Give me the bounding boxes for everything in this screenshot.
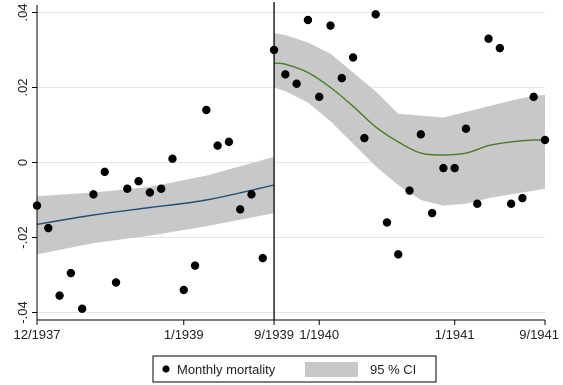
y-tick-label-0: .04 (15, 3, 30, 21)
data-point-28 (348, 53, 358, 62)
legend-point-symbol (162, 365, 170, 373)
data-point-34 (416, 130, 426, 139)
data-point-12 (168, 154, 177, 163)
legend-label-ci: 95 % CI (370, 362, 416, 377)
fit-line-segment-1 (274, 62, 546, 156)
data-point-16 (213, 141, 222, 150)
data-point-6 (100, 167, 109, 177)
x-tick-label-5: 9/1941 (519, 327, 559, 342)
data-point-13 (179, 285, 188, 295)
y-tick-label-3: -.02 (15, 226, 30, 248)
data-point-31 (382, 218, 392, 227)
y-tick-label-4: -.04 (15, 301, 30, 323)
data-point-38 (461, 124, 471, 133)
data-points (32, 10, 550, 313)
data-point-27 (337, 73, 346, 83)
x-tick-label-1: 1/1939 (164, 327, 204, 342)
data-point-22 (281, 70, 290, 79)
data-point-8 (123, 184, 132, 193)
y-tick-label-1: .02 (15, 78, 30, 96)
data-point-36 (439, 163, 448, 173)
y-tick-label-2: 0 (15, 159, 30, 166)
data-point-21 (269, 45, 279, 55)
data-point-7 (111, 278, 121, 287)
data-point-15 (202, 105, 211, 115)
data-point-44 (529, 92, 538, 102)
data-point-9 (134, 177, 143, 186)
data-point-11 (156, 184, 166, 193)
data-point-24 (303, 15, 313, 25)
data-point-29 (360, 133, 369, 143)
data-point-10 (145, 188, 155, 197)
data-point-41 (495, 43, 505, 53)
data-point-39 (473, 199, 482, 208)
data-point-2 (55, 291, 64, 300)
y-axis-ticks: .04 .02 0 -.02 -.04 (15, 3, 37, 324)
data-point-43 (518, 193, 527, 203)
data-point-35 (427, 208, 437, 218)
x-tick-label-3: 1/1940 (299, 327, 339, 342)
data-point-19 (247, 190, 256, 199)
legend-label-points: Monthly mortality (177, 362, 276, 377)
data-point-14 (190, 261, 200, 270)
data-point-42 (506, 199, 516, 208)
legend: Monthly mortality 95 % CI (152, 355, 437, 383)
data-point-32 (394, 250, 403, 259)
data-point-26 (326, 21, 335, 30)
data-point-3 (66, 268, 76, 278)
data-point-23 (292, 79, 301, 88)
data-point-17 (224, 137, 234, 147)
x-tick-label-0: 12/1937 (14, 327, 61, 342)
data-point-18 (236, 205, 245, 214)
data-point-30 (371, 10, 380, 19)
data-point-40 (484, 34, 493, 43)
data-point-5 (89, 190, 98, 199)
fit-line-segment-0 (36, 184, 275, 226)
ci-band-segment-0 (37, 156, 275, 255)
x-tick-label-2: 9/1939 (254, 327, 294, 342)
fit-lines (36, 62, 546, 226)
data-point-4 (77, 304, 87, 313)
legend-box (152, 355, 437, 383)
x-axis-ticks: 12/1937 1/1939 9/1939 1/1940 1/1941 9/1941 (14, 320, 559, 342)
data-point-33 (405, 186, 414, 195)
data-point-45 (540, 135, 550, 145)
data-point-37 (450, 163, 459, 173)
data-point-25 (315, 92, 324, 102)
x-tick-label-4: 1/1941 (435, 327, 475, 342)
legend-band-symbol (305, 362, 358, 377)
data-point-1 (44, 223, 53, 233)
data-point-20 (258, 253, 267, 263)
